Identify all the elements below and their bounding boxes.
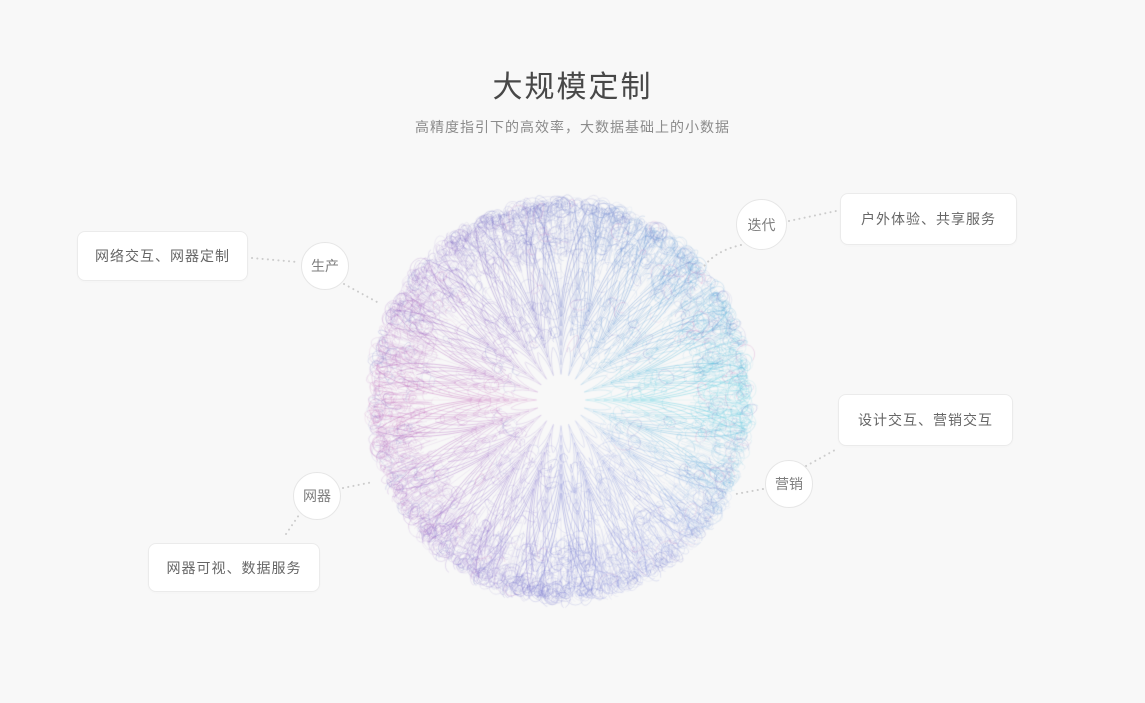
- card-device-visualization[interactable]: 网器可视、数据服务: [148, 543, 320, 592]
- node-iteration[interactable]: 迭代: [736, 199, 787, 250]
- card-label: 户外体验、共享服务: [861, 211, 996, 227]
- connector-device-to-card: [283, 511, 302, 538]
- node-production[interactable]: 生产: [301, 242, 349, 290]
- connector-marketing-to-card: [805, 449, 836, 467]
- card-design-interaction[interactable]: 设计交互、营销交互: [838, 394, 1013, 446]
- node-label: 营销: [775, 476, 803, 492]
- connector-card-to-production: [251, 257, 298, 263]
- node-marketing[interactable]: 营销: [765, 460, 813, 508]
- page-title: 大规模定制: [492, 71, 653, 104]
- card-network-interaction[interactable]: 网络交互、网器定制: [77, 231, 248, 281]
- page-subtitle: 高精度指引下的高效率，大数据基础上的小数据: [415, 119, 730, 135]
- connector-iteration-to-card: [788, 210, 837, 222]
- card-label: 设计交互、营销交互: [858, 412, 993, 428]
- card-outdoor-experience[interactable]: 户外体验、共享服务: [840, 193, 1017, 245]
- card-label: 网络交互、网器定制: [95, 248, 230, 264]
- node-label: 迭代: [747, 216, 776, 233]
- generative-sphere-graphic: [350, 180, 780, 630]
- node-label: 网器: [303, 488, 331, 504]
- node-device[interactable]: 网器: [293, 472, 341, 520]
- card-label: 网器可视、数据服务: [166, 559, 302, 576]
- node-label: 生产: [311, 258, 339, 274]
